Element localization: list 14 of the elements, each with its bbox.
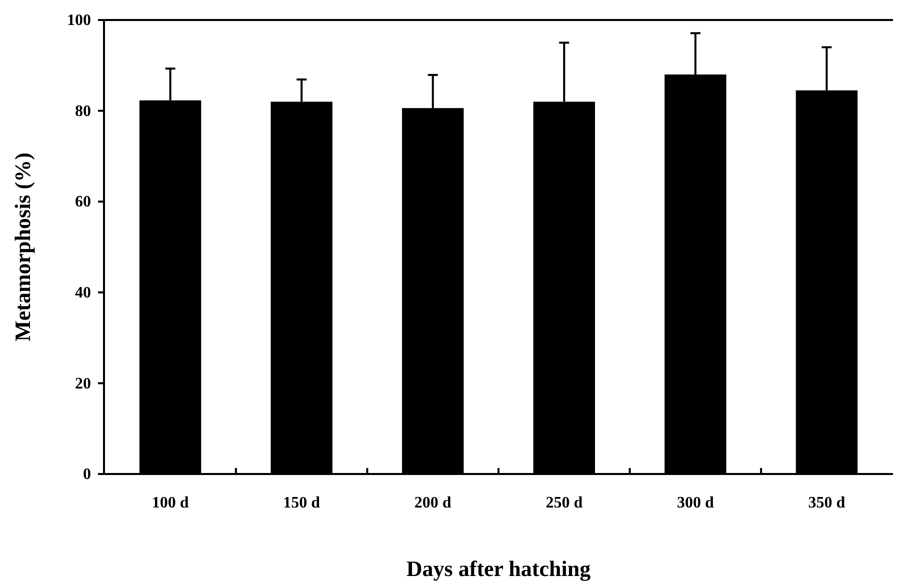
x-tick-label: 250 d <box>546 494 583 512</box>
x-tick-label: 200 d <box>414 494 452 512</box>
x-tick-label: 350 d <box>808 494 846 512</box>
y-tick-label: 60 <box>75 194 91 211</box>
y-tick-label: 100 <box>67 12 91 30</box>
y-tick-label: 40 <box>75 284 91 302</box>
y-tick-label: 80 <box>75 102 91 120</box>
y-axis-title: Metamorphosis (%) <box>10 152 35 342</box>
x-tick-label: 150 d <box>283 494 320 512</box>
x-axis-title: Days after hatching <box>406 556 591 581</box>
x-tick-label: 300 d <box>676 494 714 512</box>
x-tick-label: 100 d <box>152 494 189 512</box>
y-tick-label: 0 <box>83 466 91 484</box>
y-tick-label: 20 <box>75 375 91 392</box>
